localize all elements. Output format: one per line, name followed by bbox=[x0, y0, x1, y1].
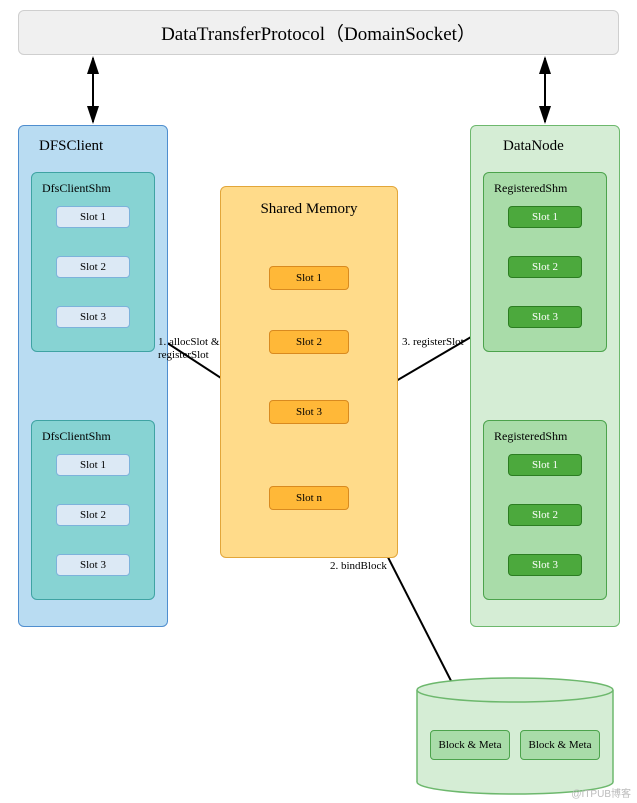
block-meta: Block & Meta bbox=[430, 730, 510, 760]
label-2: 2. bindBlock bbox=[330, 560, 387, 572]
label-1b: registerSlot bbox=[158, 349, 209, 361]
watermark: @ITPUB博客 bbox=[571, 785, 631, 800]
shared-slot: Slot 1 bbox=[269, 266, 349, 290]
dfs-slot: Slot 3 bbox=[56, 306, 130, 328]
dfs-slot: Slot 3 bbox=[56, 554, 130, 576]
datanode-title: DataNode bbox=[471, 126, 619, 155]
shm-title: RegisteredShm bbox=[484, 421, 606, 444]
dfsclient-title: DFSClient bbox=[19, 126, 167, 155]
dn-slot: Slot 1 bbox=[508, 454, 582, 476]
dfs-slot: Slot 1 bbox=[56, 454, 130, 476]
dfs-slot: Slot 2 bbox=[56, 256, 130, 278]
label-1a: 1. allocSlot & bbox=[158, 336, 219, 348]
shared-slot: Slot n bbox=[269, 486, 349, 510]
dn-slot: Slot 3 bbox=[508, 554, 582, 576]
label-3: 3. registerSlot bbox=[402, 336, 464, 348]
dn-slot: Slot 2 bbox=[508, 256, 582, 278]
shared-slot: Slot 3 bbox=[269, 400, 349, 424]
header-title: DataTransferProtocol（DomainSocket） bbox=[161, 19, 476, 46]
shared-slot: Slot 2 bbox=[269, 330, 349, 354]
shm-title: DfsClientShm bbox=[32, 421, 154, 444]
dn-slot: Slot 2 bbox=[508, 504, 582, 526]
block-meta: Block & Meta bbox=[520, 730, 600, 760]
shm-title: RegisteredShm bbox=[484, 173, 606, 196]
shm-title: DfsClientShm bbox=[32, 173, 154, 196]
shared-title: Shared Memory bbox=[221, 187, 397, 218]
dfs-slot: Slot 1 bbox=[56, 206, 130, 228]
dn-slot: Slot 1 bbox=[508, 206, 582, 228]
dn-slot: Slot 3 bbox=[508, 306, 582, 328]
header-box: DataTransferProtocol（DomainSocket） bbox=[18, 10, 619, 55]
dfs-slot: Slot 2 bbox=[56, 504, 130, 526]
